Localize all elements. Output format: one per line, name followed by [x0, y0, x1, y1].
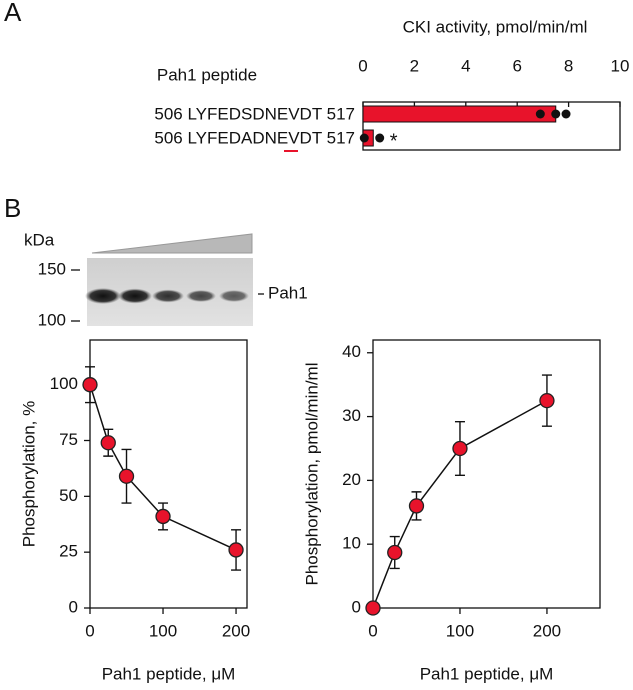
- y-tick-label: 25: [59, 542, 78, 561]
- data-point: [387, 544, 403, 561]
- y-axis-label: Phosphorylation, %: [19, 401, 38, 547]
- y-tick-label: 10: [342, 534, 361, 553]
- y-tick-label: 20: [342, 470, 361, 489]
- data-point: [535, 109, 545, 119]
- gel-band-label: Pah1: [268, 283, 308, 302]
- plot-frame: [89, 339, 248, 609]
- data-point: [452, 440, 468, 457]
- bar: [362, 105, 557, 123]
- y-tick-label: 30: [342, 406, 361, 425]
- data-point: [408, 498, 425, 514]
- x-tick-label: 2: [410, 56, 419, 75]
- y-tick-label: 50: [59, 486, 78, 505]
- category-label: 506 LYFEDSDNEVDT 517: [154, 104, 355, 123]
- gel-marker: 100: [38, 310, 66, 329]
- data-point: [359, 133, 369, 143]
- gel-marker: 150: [38, 259, 66, 278]
- x-tick-label: 4: [461, 56, 470, 75]
- x-tick-label: 0: [85, 621, 94, 640]
- x-axis-label: Pah1 peptide, μM: [420, 664, 554, 683]
- data-point: [551, 109, 561, 119]
- x-axis-label: Pah1 peptide, μM: [102, 664, 236, 683]
- data-point: [155, 508, 171, 525]
- x-tick-label: 100: [149, 621, 177, 640]
- y-axis-label: Phosphorylation, pmol/min/ml: [302, 363, 321, 586]
- x-tick-label: 10: [611, 56, 630, 75]
- annotation: *: [390, 130, 398, 152]
- x-tick-label: 100: [446, 621, 474, 640]
- x-tick-label: 6: [512, 56, 521, 75]
- gel-band: [186, 290, 216, 302]
- data-point: [365, 600, 381, 616]
- data-point: [561, 109, 571, 119]
- y-tick-label: 0: [69, 597, 78, 616]
- data-point: [82, 377, 98, 393]
- x-tick-label: 200: [533, 621, 561, 640]
- data-point: [228, 542, 244, 558]
- wedge: [91, 233, 253, 254]
- data-point: [100, 435, 116, 451]
- y-tick-label: 40: [342, 342, 361, 361]
- plot-frame: [362, 101, 621, 151]
- gel-band: [219, 290, 249, 302]
- gel-band: [152, 289, 184, 303]
- x-tick-label: 0: [358, 56, 367, 75]
- panel-label: B: [4, 193, 21, 223]
- gel-unit: kDa: [24, 230, 55, 249]
- plot-frame: [372, 339, 601, 609]
- data-point: [118, 468, 135, 484]
- panel-label: A: [4, 0, 22, 27]
- data-point: [375, 133, 385, 143]
- gel-band: [118, 288, 152, 304]
- chart-title: CKI activity, pmol/min/ml: [403, 17, 588, 36]
- x-tick-label: 0: [368, 621, 377, 640]
- gel-band: [85, 288, 121, 304]
- x-tick-label: 8: [564, 56, 573, 75]
- data-point: [539, 392, 555, 409]
- y-tick-label: 0: [352, 597, 361, 616]
- category-label: 506 LYFEDADNEVDT 517: [154, 128, 355, 147]
- y-tick-label: 75: [59, 430, 78, 449]
- category-header: Pah1 peptide: [157, 65, 257, 84]
- x-tick-label: 200: [222, 621, 250, 640]
- y-tick-label: 100: [50, 374, 78, 393]
